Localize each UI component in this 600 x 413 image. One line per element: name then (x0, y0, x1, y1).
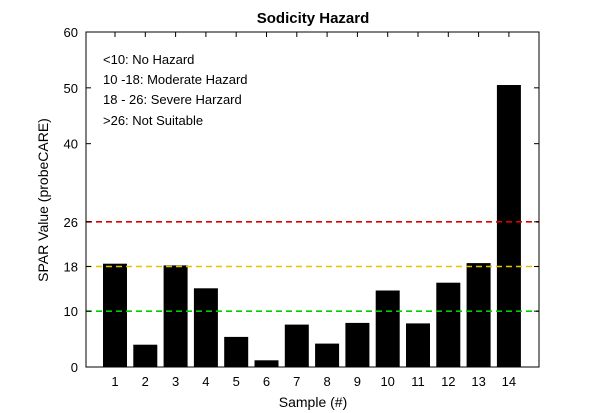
x-tick-label-6: 6 (263, 374, 270, 389)
legend-line-severe-hazard: 18 - 26: Severe Harzard (103, 92, 242, 107)
legend-line-not-suitable: >26: Not Suitable (103, 113, 203, 128)
x-tick-label-9: 9 (354, 374, 361, 389)
y-tick-label-10: 10 (64, 304, 78, 319)
x-ticks: 1 2 3 4 5 6 7 8 9 10 11 12 13 14 (111, 32, 516, 389)
threshold-lines (86, 221, 539, 313)
bar-sample-2 (133, 344, 158, 367)
x-tick-label-1: 1 (111, 374, 118, 389)
y-tick-label-50: 50 (64, 81, 78, 96)
bar-sample-9 (345, 322, 370, 367)
y-tick-label-0: 0 (71, 360, 78, 375)
x-tick-label-11: 11 (411, 374, 425, 389)
bar-sample-8 (315, 343, 340, 367)
bar-sample-11 (406, 323, 430, 367)
y-ticks: 0 10 18 26 40 50 60 (64, 25, 539, 375)
bar-sample-12 (436, 282, 461, 367)
bar-sample-5 (224, 336, 249, 367)
bar-sample-3 (163, 265, 188, 367)
bar-sample-14 (496, 85, 521, 367)
bar-sample-10 (375, 290, 400, 367)
x-tick-label-14: 14 (502, 374, 516, 389)
x-tick-label-7: 7 (293, 374, 300, 389)
x-tick-label-4: 4 (202, 374, 209, 389)
x-tick-label-10: 10 (380, 374, 394, 389)
x-tick-label-3: 3 (172, 374, 179, 389)
y-tick-label-26: 26 (64, 215, 78, 230)
chart-title: Sodicity Hazard (257, 10, 370, 27)
y-tick-label-60: 60 (64, 25, 78, 40)
x-tick-label-5: 5 (233, 374, 240, 389)
bar-sample-4 (193, 288, 218, 367)
bar-sample-1 (103, 263, 127, 367)
x-tick-label-2: 2 (142, 374, 149, 389)
legend-line-moderate-hazard: 10 -18: Moderate Hazard (103, 72, 248, 87)
x-tick-label-13: 13 (471, 374, 485, 389)
y-tick-label-18: 18 (64, 260, 78, 275)
bar-sample-13 (466, 263, 491, 367)
x-tick-label-12: 12 (441, 374, 455, 389)
legend-line-no-hazard: <10: No Hazard (103, 52, 194, 67)
plot-frame (85, 31, 540, 368)
annotation-legend: <10: No Hazard 10 -18: Moderate Hazard 1… (103, 52, 248, 128)
y-tick-label-40: 40 (64, 137, 78, 152)
x-axis-label: Sample (#) (279, 394, 347, 410)
bars-group (103, 85, 521, 367)
y-axis-label: SPAR Value (probeCARE) (35, 118, 51, 282)
x-tick-label-8: 8 (323, 374, 330, 389)
bar-sample-7 (284, 324, 309, 367)
